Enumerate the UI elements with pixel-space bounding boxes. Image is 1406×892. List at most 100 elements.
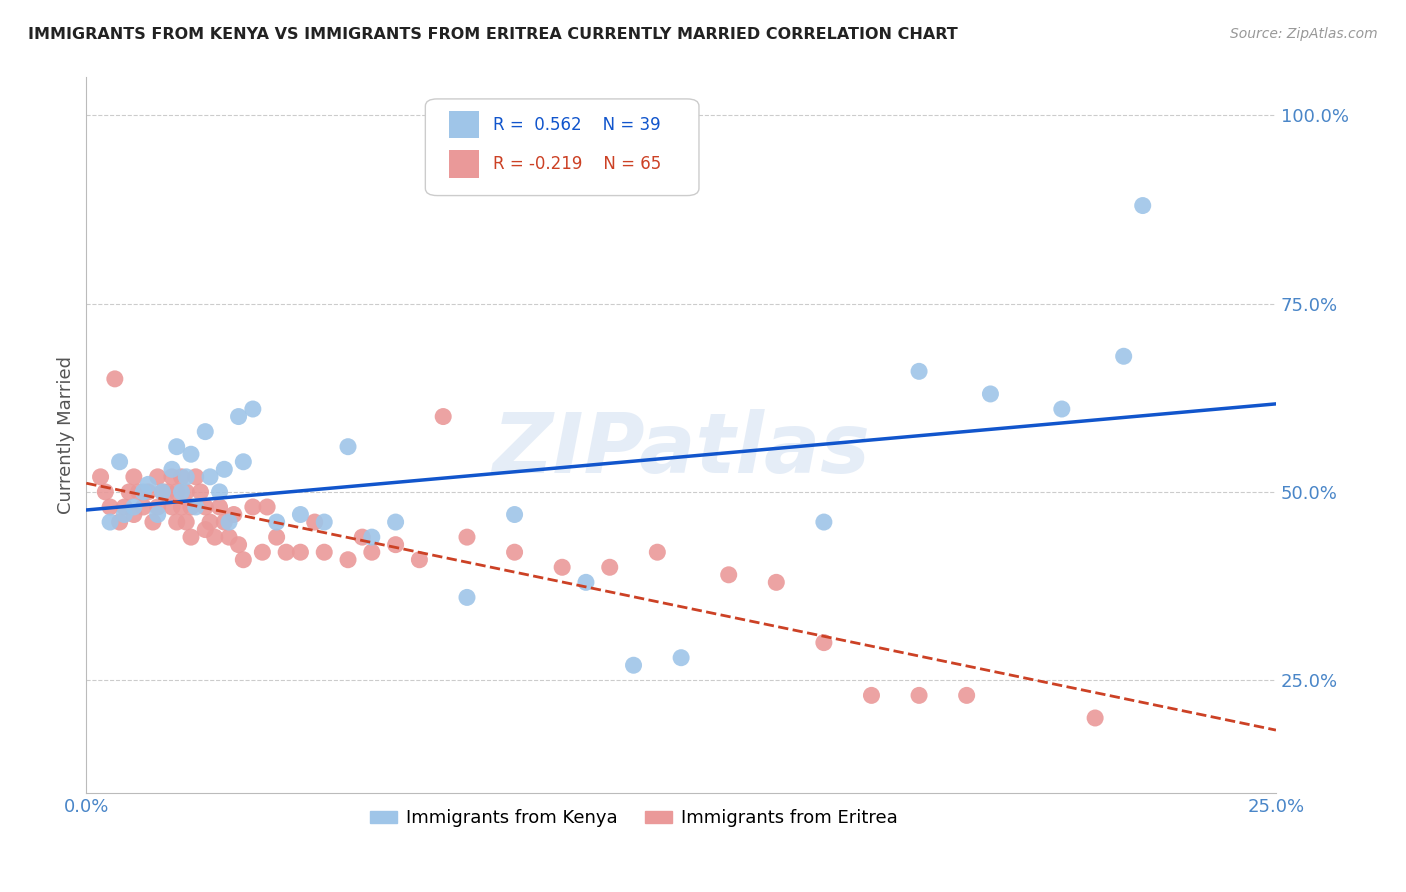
- Point: [503, 545, 526, 559]
- Point: [232, 553, 254, 567]
- Point: [214, 515, 236, 529]
- Point: [503, 508, 526, 522]
- Point: [214, 462, 236, 476]
- Text: R =  0.562    N = 39: R = 0.562 N = 39: [494, 116, 661, 134]
- Point: [290, 508, 312, 522]
- Point: [1112, 349, 1135, 363]
- FancyBboxPatch shape: [426, 99, 699, 195]
- Point: [266, 515, 288, 529]
- Point: [456, 591, 478, 605]
- Point: [152, 484, 174, 499]
- Point: [174, 484, 197, 499]
- Point: [765, 575, 787, 590]
- Point: [98, 515, 121, 529]
- Point: [128, 484, 150, 499]
- Point: [314, 545, 336, 559]
- Point: [122, 508, 145, 522]
- Point: [218, 515, 240, 529]
- Point: [408, 553, 430, 567]
- Point: [166, 440, 188, 454]
- Point: [669, 650, 692, 665]
- Point: [222, 508, 245, 522]
- Point: [190, 484, 212, 499]
- Point: [290, 545, 312, 559]
- Point: [384, 538, 406, 552]
- Point: [156, 484, 179, 499]
- Point: [432, 409, 454, 424]
- Point: [142, 515, 165, 529]
- Point: [228, 538, 250, 552]
- Point: [112, 500, 135, 514]
- Point: [252, 545, 274, 559]
- Text: IMMIGRANTS FROM KENYA VS IMMIGRANTS FROM ERITREA CURRENTLY MARRIED CORRELATION C: IMMIGRANTS FROM KENYA VS IMMIGRANTS FROM…: [28, 27, 957, 42]
- Text: ZIPatlas: ZIPatlas: [492, 409, 870, 491]
- Point: [228, 409, 250, 424]
- Point: [575, 575, 598, 590]
- Point: [198, 515, 221, 529]
- Point: [180, 447, 202, 461]
- Point: [599, 560, 621, 574]
- Point: [198, 470, 221, 484]
- Point: [256, 500, 278, 514]
- Point: [118, 484, 141, 499]
- Point: [146, 470, 169, 484]
- Point: [314, 515, 336, 529]
- Point: [717, 567, 740, 582]
- Bar: [449, 112, 479, 138]
- Point: [1132, 198, 1154, 212]
- Text: Source: ZipAtlas.com: Source: ZipAtlas.com: [1230, 27, 1378, 41]
- Point: [551, 560, 574, 574]
- Point: [180, 500, 202, 514]
- Point: [170, 484, 193, 499]
- Point: [232, 455, 254, 469]
- Point: [146, 508, 169, 522]
- Point: [337, 440, 360, 454]
- Point: [146, 500, 169, 514]
- Point: [204, 530, 226, 544]
- Point: [184, 470, 207, 484]
- Point: [813, 515, 835, 529]
- Point: [152, 484, 174, 499]
- Point: [266, 530, 288, 544]
- Point: [360, 530, 382, 544]
- Point: [166, 484, 188, 499]
- Point: [184, 500, 207, 514]
- Point: [194, 500, 217, 514]
- Point: [908, 689, 931, 703]
- Point: [90, 470, 112, 484]
- Point: [194, 523, 217, 537]
- Point: [180, 530, 202, 544]
- Point: [112, 508, 135, 522]
- Point: [956, 689, 979, 703]
- Point: [384, 515, 406, 529]
- Point: [242, 500, 264, 514]
- Point: [108, 455, 131, 469]
- Legend: Immigrants from Kenya, Immigrants from Eritrea: Immigrants from Kenya, Immigrants from E…: [363, 802, 904, 834]
- Point: [160, 462, 183, 476]
- Point: [456, 530, 478, 544]
- Point: [208, 500, 231, 514]
- Point: [160, 500, 183, 514]
- Point: [108, 515, 131, 529]
- Text: R = -0.219    N = 65: R = -0.219 N = 65: [494, 155, 661, 173]
- Point: [979, 387, 1001, 401]
- Point: [1050, 402, 1073, 417]
- Point: [160, 470, 183, 484]
- Point: [194, 425, 217, 439]
- Point: [276, 545, 298, 559]
- Point: [136, 484, 159, 499]
- Point: [908, 364, 931, 378]
- Point: [623, 658, 645, 673]
- Point: [208, 484, 231, 499]
- Point: [304, 515, 326, 529]
- Point: [174, 470, 197, 484]
- Point: [98, 500, 121, 514]
- Point: [813, 635, 835, 649]
- Point: [174, 515, 197, 529]
- Y-axis label: Currently Married: Currently Married: [58, 357, 75, 515]
- Point: [170, 470, 193, 484]
- Point: [170, 500, 193, 514]
- Point: [166, 515, 188, 529]
- Point: [122, 500, 145, 514]
- Point: [218, 530, 240, 544]
